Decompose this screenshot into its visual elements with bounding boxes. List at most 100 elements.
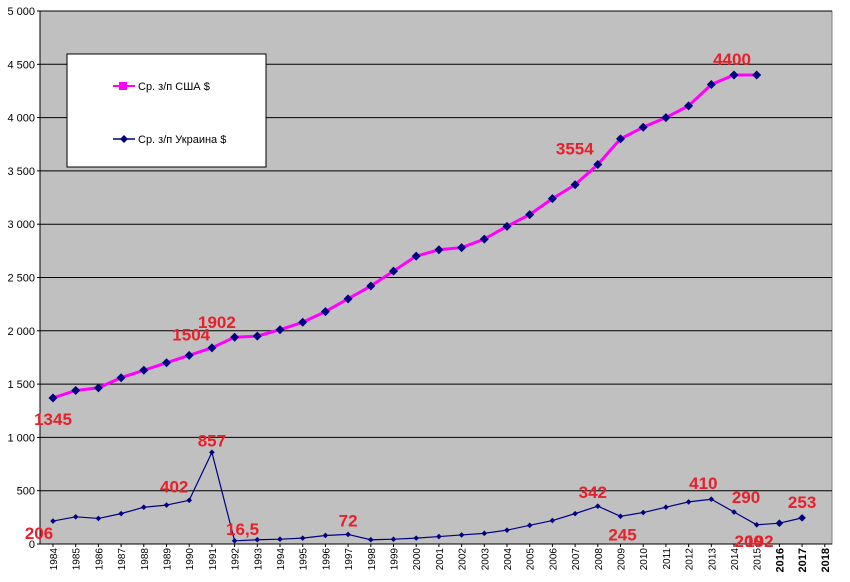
data-point [230,332,240,342]
x-tick-label: 1997 [344,548,355,571]
data-point [48,393,58,403]
x-tick-label: 1986 [94,548,105,571]
x-tick-label: 2002 [458,548,469,571]
x-tick-label: 2017 [797,548,809,572]
data-point [640,509,646,516]
data-label: 1902 [198,313,236,332]
data-point [436,533,442,540]
data-label: 16,5 [226,520,259,539]
series-layer [48,70,806,544]
data-point [504,527,510,533]
data-point [298,317,308,327]
series-0 [48,70,762,403]
data-point [502,221,512,231]
y-tick-label: 0 [29,539,35,551]
x-tick-label: 1991 [208,548,219,571]
x-tick-label: 2006 [548,548,559,571]
data-label: 253 [788,493,816,512]
data-point [457,243,467,253]
data-point [572,510,578,517]
data-point [729,70,739,80]
data-point [366,281,376,291]
data-point [752,70,762,80]
data-point [479,234,489,244]
data-point [775,519,784,528]
x-tick-label: 2015 [753,548,764,571]
data-point [93,383,103,393]
data-point [526,522,533,529]
data-point [184,350,194,360]
y-tick-label: 500 [17,486,35,498]
data-point [299,535,306,541]
x-tick-label: 2003 [480,548,491,571]
x-tick-label: 2010 [639,548,650,571]
data-label: 245 [608,525,636,544]
x-tick-label: 1993 [253,548,264,571]
x-tick-label: 1984 [49,548,60,571]
series-line [52,451,803,542]
data-point [343,294,353,304]
data-point [570,180,580,190]
data-point [434,245,444,255]
x-axis: 1984 1985 1986 1987 1988 1989 1990 1991 1992 1993… [49,544,832,572]
x-tick-label: 2005 [526,548,537,571]
data-point [116,373,126,383]
data-point [345,531,351,538]
legend-box [66,53,267,168]
x-tick-label: 1998 [367,548,378,571]
data-point [320,307,330,317]
data-point [277,536,283,543]
data-point [684,101,694,111]
data-point [50,518,56,524]
y-tick-label: 2 000 [7,326,35,338]
y-tick-label: 5 000 [7,6,35,18]
y-tick-label: 1 000 [7,432,35,444]
legend: Ср. з/п США $ Ср. з/п Украина $ [66,53,267,168]
data-point [706,80,716,90]
y-tick-label: 2 500 [7,273,35,285]
data-point [663,504,669,511]
x-tick-label: 2004 [503,548,514,571]
legend-entry-usa: Ср. з/п США $ [113,81,210,93]
x-tick-label: 1992 [231,548,242,571]
x-tick-label: 2014 [730,548,741,571]
y-axis: 0 500 1 000 1 500 2 000 2 500 3 000 3 500 4 000 4… [7,6,40,551]
legend-marker-usa [119,82,127,90]
data-point [162,358,171,368]
data-point [207,343,217,353]
legend-marker-ukraine [120,135,128,143]
x-tick-label: 1996 [321,548,332,571]
data-point [139,365,149,375]
series-1 [50,449,806,544]
x-tick-label: 2001 [435,548,446,571]
data-label: 1504 [172,325,210,344]
legend-label-usa: Ср. з/п США $ [138,81,210,93]
data-point [593,160,603,170]
x-tick-label: 1994 [276,548,287,571]
data-point [595,503,601,509]
data-point [481,530,488,537]
data-point [389,266,398,276]
data-label: 3554 [556,140,594,159]
data-point [638,122,648,132]
data-point [368,536,374,543]
data-point [322,532,329,539]
data-label: 402 [160,477,188,496]
x-tick-label: 2000 [412,548,423,571]
x-tick-label: 1987 [117,548,128,571]
x-tick-label: 1985 [72,548,83,571]
data-label: 342 [579,483,607,502]
data-label: 72 [339,511,358,530]
data-point [209,449,215,456]
data-point [549,517,556,524]
x-tick-label: 1989 [163,548,174,571]
data-label: 857 [198,431,226,450]
data-point [685,499,692,505]
x-tick-label: 1988 [140,548,151,571]
data-point [547,194,557,204]
data-point [186,497,192,504]
data-point [617,513,624,520]
y-tick-label: 4 500 [7,59,35,71]
